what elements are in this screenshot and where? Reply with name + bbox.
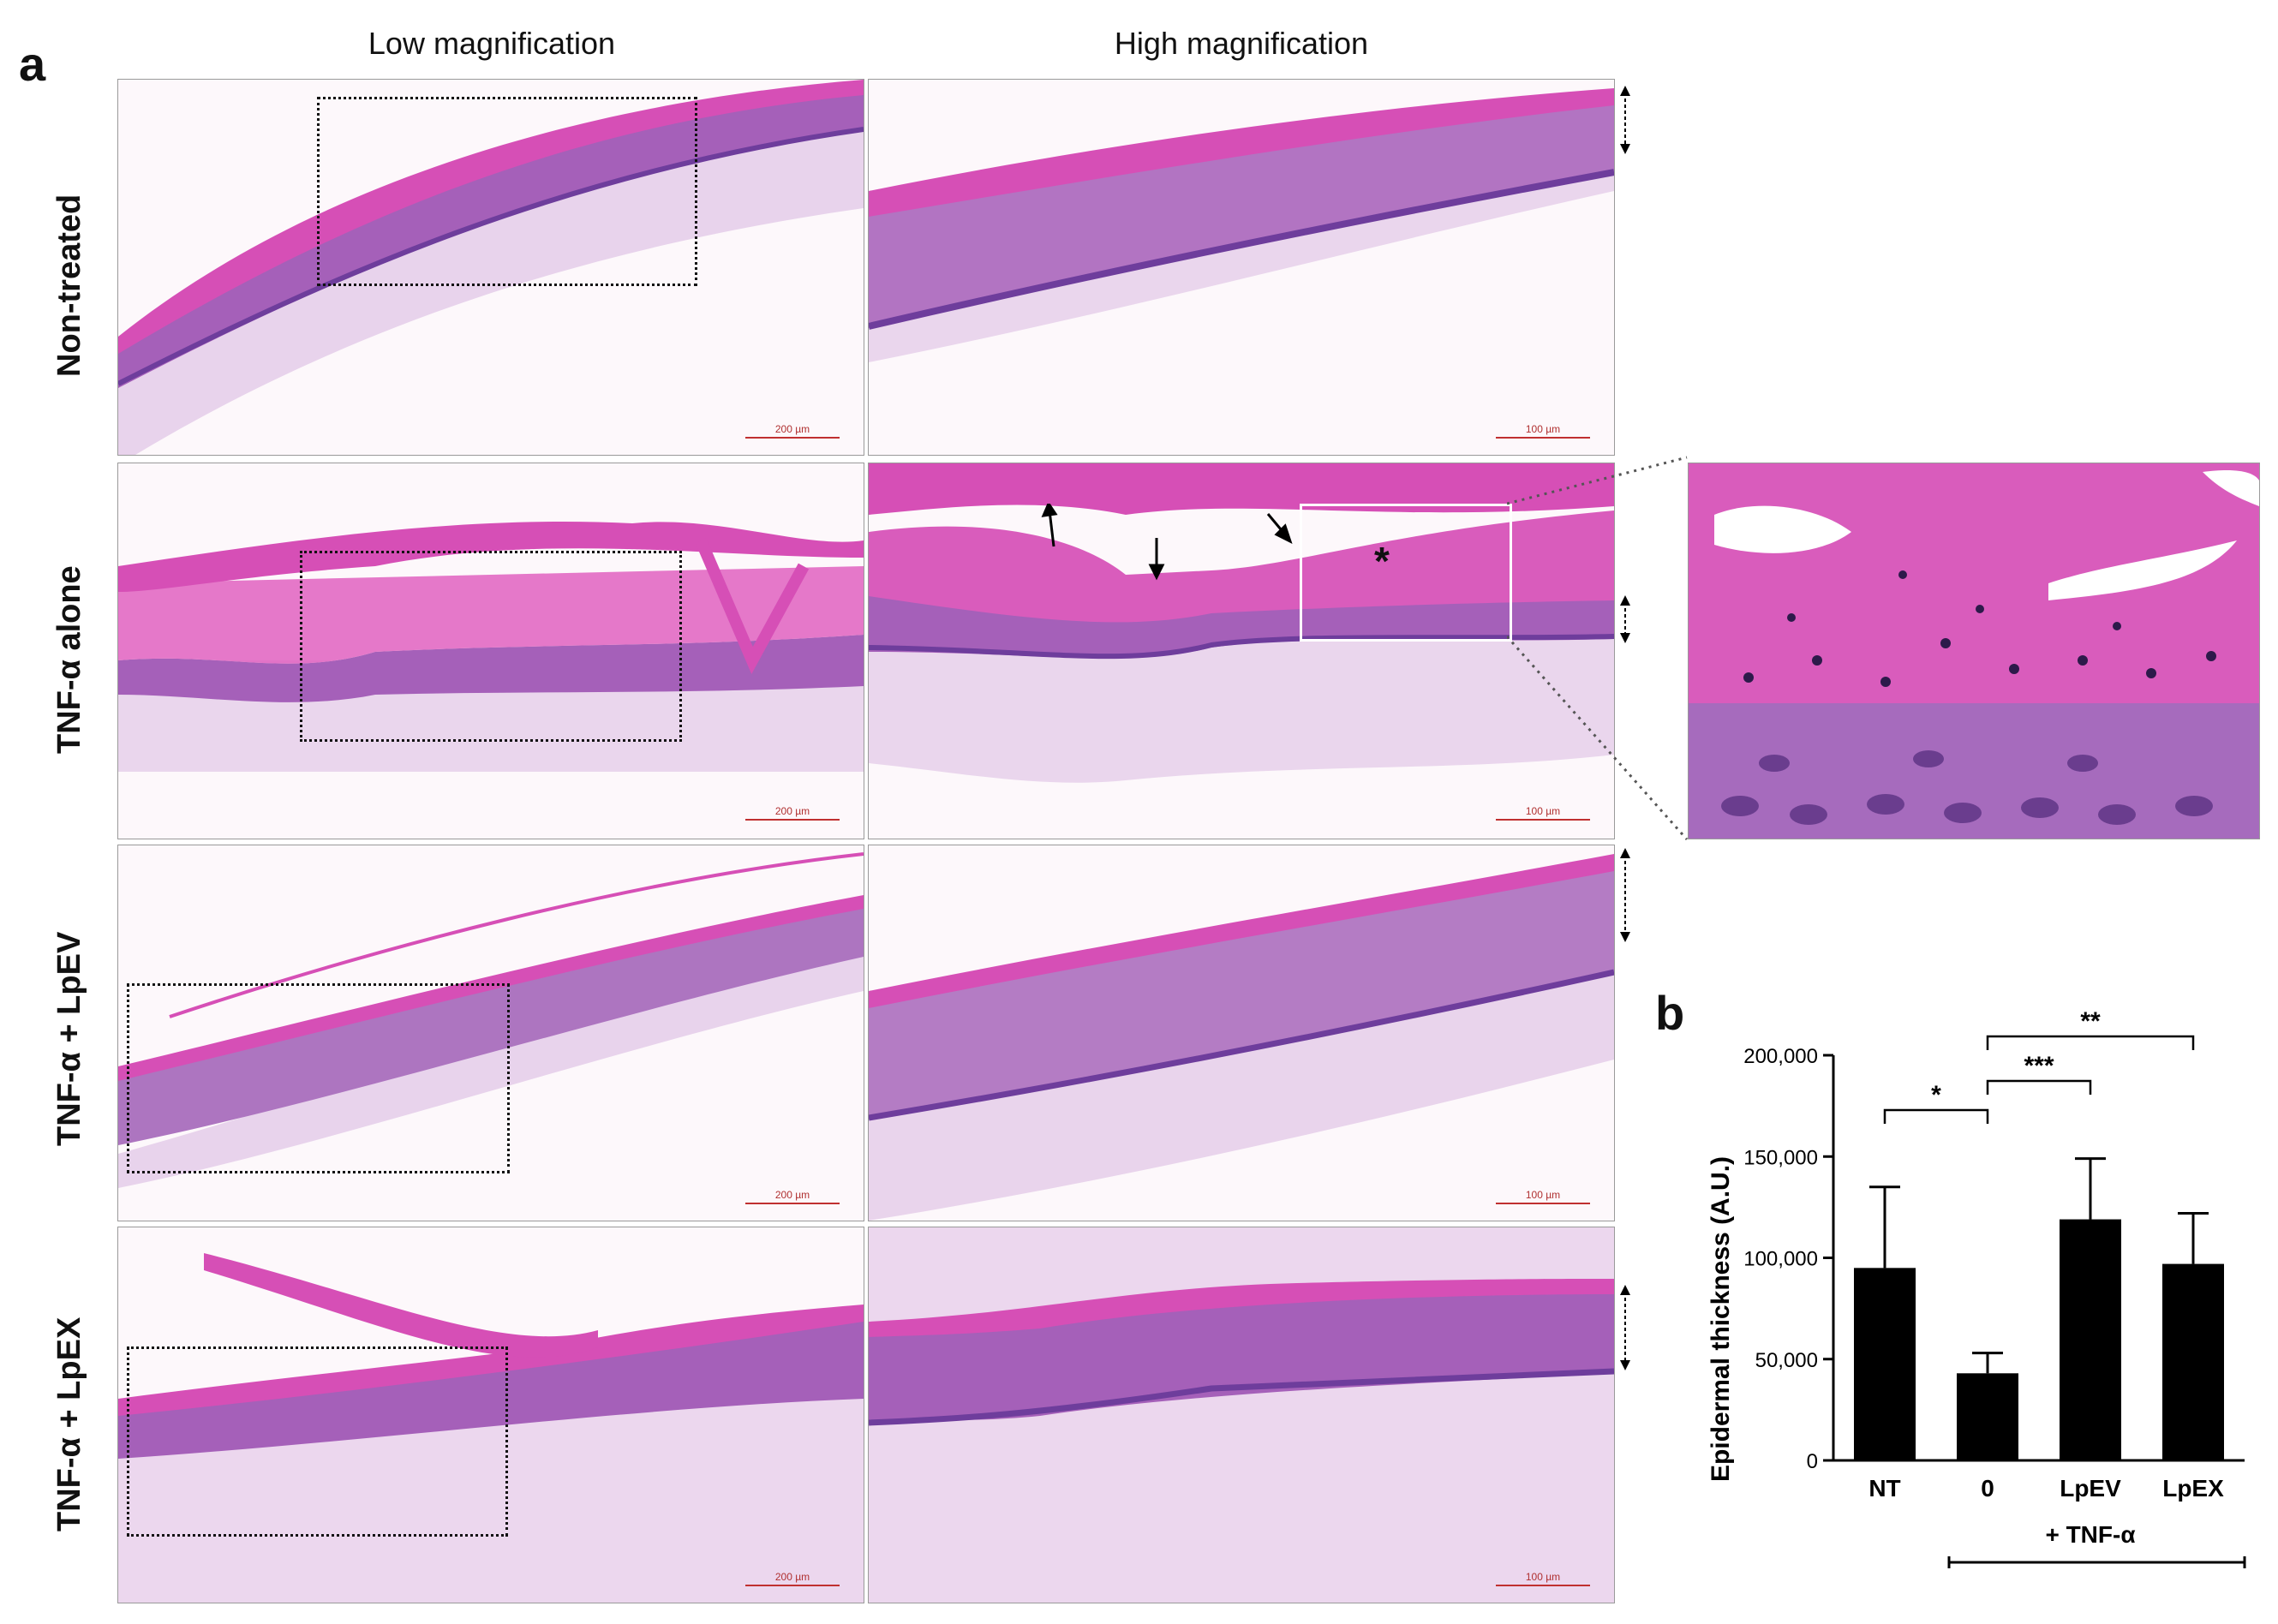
significance-bracket: [1986, 1079, 2092, 1095]
histology-high-tnf-lpev: [868, 845, 1615, 1221]
y-axis-label: Epidermal thickness (A.U.): [1707, 1156, 1735, 1482]
scale-bar-low-1: 200 µm: [745, 423, 840, 439]
zoom-region-low-1: [317, 97, 697, 286]
row-label-tnf-lpex: TNF-α + LpEX: [51, 1317, 87, 1531]
bar-nt: [1854, 1268, 1916, 1460]
tnf-group-annotation: + TNF-α: [1947, 1521, 2246, 1568]
x-tick-label: LpEV: [2060, 1475, 2121, 1502]
thickness-arrow-2: [1620, 595, 1630, 643]
stratum-corneum-asterisk: *: [1374, 539, 1390, 583]
scale-bar-high-3: 100 µm: [1496, 1189, 1590, 1204]
panel-a-label: a: [19, 37, 46, 91]
histology-low-tnf-lpev: [117, 845, 864, 1221]
thickness-arrow-1: [1620, 86, 1630, 154]
group-label: + TNF-α: [2045, 1521, 2135, 1548]
inset-connector-lines: [1507, 456, 1689, 840]
row-label-tnf-alone: TNF-α alone: [51, 565, 87, 754]
histology-high-tnf-alone: [868, 463, 1615, 839]
scale-bar-high-1: 100 µm: [1496, 423, 1590, 439]
x-tick-label: 0: [1981, 1475, 1994, 1502]
scale-bar-high-4: 100 µm: [1496, 1571, 1590, 1586]
significance-stars: ***: [2024, 1052, 2054, 1080]
y-tick-label: 150,000: [1743, 1146, 1818, 1169]
row-label-tnf-lpev: TNF-α + LpEV: [51, 931, 87, 1146]
scale-bar-low-4: 200 µm: [745, 1571, 840, 1586]
significance-bracket: [1883, 1108, 1989, 1124]
column-header-low: Low magnification: [368, 26, 616, 61]
row-label-non-treated: Non-treated: [51, 194, 87, 377]
x-tick-label: NT: [1868, 1475, 1900, 1502]
panel-b-label: b: [1655, 986, 1685, 1040]
y-tick-label: 50,000: [1755, 1349, 1818, 1372]
significance-stars: *: [1931, 1081, 1941, 1109]
scale-bar-low-3: 200 µm: [745, 1189, 840, 1204]
epidermal-thickness-chart: Epidermal thickness (A.U.) 0 50,000 100,00…: [1707, 1007, 2246, 1568]
zoom-region-low-4: [127, 1346, 508, 1537]
column-header-high: High magnification: [1114, 26, 1369, 61]
histology-inset-zoom: [1688, 463, 2260, 839]
significance-brackets: ******: [1883, 1007, 2195, 1124]
y-tick-label: 200,000: [1743, 1045, 1818, 1068]
detachment-arrows: [1041, 504, 1293, 581]
histology-high-tnf-lpex: [868, 1227, 1615, 1603]
scale-bar-high-2: 100 µm: [1496, 805, 1590, 821]
scale-bar-low-2: 200 µm: [745, 805, 840, 821]
bar-lpev: [2060, 1219, 2121, 1460]
bar-lpex: [2162, 1263, 2224, 1460]
bars: [1854, 1157, 2224, 1460]
thickness-arrow-4: [1620, 1285, 1630, 1370]
x-axis: NT 0 LpEV LpEX: [1833, 1459, 2245, 1502]
significance-stars: **: [2080, 1007, 2101, 1036]
x-tick-label: LpEX: [2162, 1475, 2224, 1502]
zoom-region-low-3: [127, 983, 510, 1173]
y-tick-label: 100,000: [1743, 1248, 1818, 1271]
y-tick-label: 0: [1807, 1450, 1818, 1473]
bar-0: [1957, 1373, 2018, 1460]
zoom-region-low-2: [300, 551, 682, 742]
histology-low-tnf-alone: [117, 463, 864, 839]
significance-bracket: [1986, 1035, 2195, 1050]
histology-high-non-treated: [868, 79, 1615, 456]
thickness-arrow-3: [1620, 848, 1630, 942]
group-bracket: [1947, 1556, 2246, 1568]
inset-region-box: [1300, 504, 1512, 642]
y-axis: 0 50,000 100,000 150,000 200,000: [1743, 1045, 1835, 1473]
histology-low-non-treated: [117, 79, 864, 456]
histology-low-tnf-lpex: [117, 1227, 864, 1603]
